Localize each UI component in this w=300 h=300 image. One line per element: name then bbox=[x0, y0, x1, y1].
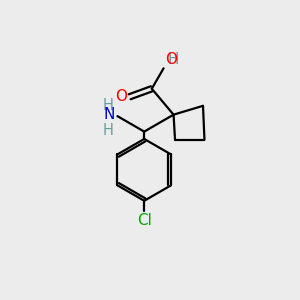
Text: Cl: Cl bbox=[137, 213, 152, 228]
Text: O: O bbox=[115, 89, 127, 104]
Text: H: H bbox=[102, 98, 113, 112]
Text: N: N bbox=[104, 107, 115, 122]
Text: H: H bbox=[102, 123, 113, 138]
Text: H: H bbox=[167, 52, 179, 67]
Text: O: O bbox=[165, 52, 177, 67]
